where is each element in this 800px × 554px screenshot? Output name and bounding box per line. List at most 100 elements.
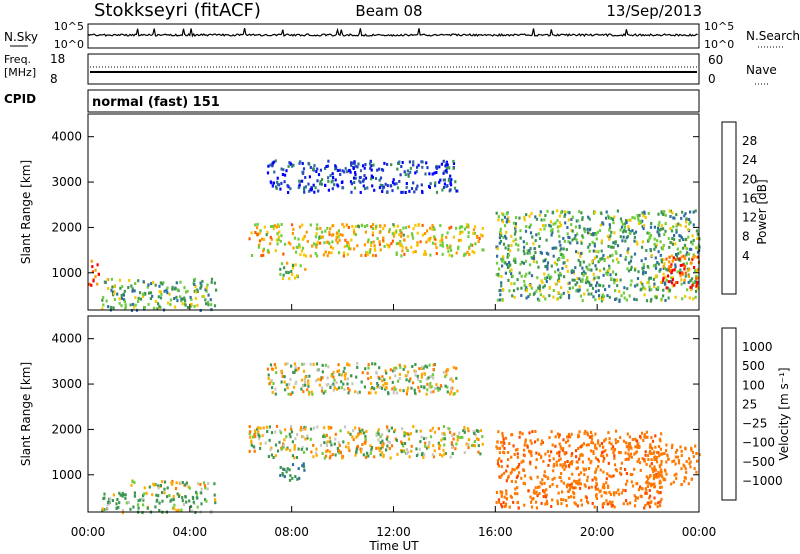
power-cell	[509, 249, 512, 253]
velocity-cell	[325, 383, 328, 387]
y-tick-label: 2000	[51, 220, 82, 234]
power-cell	[692, 223, 695, 227]
velocity-cell	[657, 451, 660, 455]
power-cell	[607, 244, 610, 248]
power-cell	[667, 296, 670, 300]
velocity-cell	[590, 459, 593, 463]
power-cell	[655, 287, 658, 291]
velocity-cell	[181, 499, 184, 503]
power-cell	[654, 245, 657, 249]
velocity-cell	[308, 391, 311, 395]
power-cell	[596, 275, 599, 279]
velocity-cell	[569, 435, 572, 439]
velocity-cell	[602, 445, 605, 449]
x-tick-label: 00:00	[682, 525, 717, 539]
power-region	[88, 259, 100, 287]
power-cell	[498, 241, 501, 245]
power-cell	[639, 219, 642, 223]
velocity-cell	[282, 473, 285, 477]
power-cell	[645, 249, 648, 252]
velocity-cell	[500, 503, 503, 507]
velocity-cell	[344, 377, 347, 381]
power-cell	[543, 259, 546, 262]
velocity-cell	[475, 437, 479, 441]
power-cell	[684, 271, 687, 275]
velocity-cell	[505, 492, 508, 496]
power-cell	[446, 244, 449, 247]
power-cell	[408, 160, 411, 164]
velocity-cell	[410, 449, 413, 453]
velocity-cell	[326, 449, 329, 453]
velocity-cell	[425, 365, 429, 369]
velocity-cell	[377, 428, 380, 432]
power-cell	[407, 174, 410, 178]
velocity-cell	[356, 361, 359, 365]
power-cell	[369, 162, 372, 166]
velocity-cell	[337, 369, 340, 373]
power-cell	[559, 271, 562, 275]
velocity-cell	[422, 366, 425, 370]
velocity-cell	[624, 451, 627, 455]
power-cell	[502, 242, 506, 246]
power-cell	[402, 233, 405, 237]
power-cell	[683, 281, 686, 285]
velocity-cell	[575, 467, 578, 471]
velocity-cell	[301, 435, 304, 439]
power-data-layer	[88, 159, 701, 312]
velocity-cell	[430, 385, 433, 389]
power-cell	[282, 252, 285, 256]
velocity-cell	[326, 440, 329, 444]
power-cell	[287, 164, 290, 168]
velocity-cell	[597, 465, 600, 468]
velocity-cell	[180, 508, 183, 512]
power-cell	[205, 302, 208, 306]
power-cell	[682, 254, 685, 258]
velocity-cell	[293, 445, 296, 449]
power-cell	[541, 280, 544, 284]
velocity-cell	[653, 467, 656, 471]
velocity-cell	[556, 499, 559, 503]
power-cell	[642, 286, 645, 290]
power-cell	[620, 225, 624, 229]
velocity-cell	[274, 443, 278, 447]
velocity-cell	[426, 382, 429, 386]
power-cell	[590, 268, 593, 272]
power-cell	[359, 175, 362, 179]
velocity-cell	[334, 432, 337, 436]
power-cell	[603, 259, 606, 263]
velocity-cell	[421, 451, 424, 455]
power-cell	[250, 231, 253, 235]
velocity-cell	[587, 501, 590, 505]
power-cell	[576, 277, 579, 280]
power-cell	[586, 267, 589, 271]
velocity-cell	[672, 480, 675, 484]
power-cell	[180, 299, 183, 303]
velocity-cell	[523, 443, 526, 447]
power-cell	[552, 254, 555, 258]
power-cell	[468, 253, 471, 257]
power-cell	[668, 255, 671, 259]
power-cell	[443, 170, 446, 173]
power-cell	[525, 272, 528, 276]
power-cell	[442, 171, 445, 175]
velocity-cell	[463, 430, 466, 434]
power-cell	[274, 249, 277, 253]
power-cell	[535, 289, 538, 293]
velocity-cell	[414, 370, 417, 373]
power-cell	[673, 237, 676, 241]
velocity-cell	[281, 374, 284, 378]
velocity-cell	[363, 385, 366, 389]
power-cell	[507, 244, 510, 248]
velocity-cell	[540, 442, 543, 446]
velocity-cell	[626, 457, 629, 461]
velocity-cell	[285, 447, 288, 451]
power-cell	[614, 272, 618, 276]
velocity-cell	[385, 382, 388, 386]
velocity-cell	[384, 387, 387, 391]
velocity-cell	[513, 468, 516, 472]
velocity-cell	[444, 375, 447, 379]
power-cell	[375, 224, 378, 228]
power-cell	[668, 288, 672, 292]
power-cell	[668, 209, 671, 213]
power-cell	[363, 225, 366, 229]
